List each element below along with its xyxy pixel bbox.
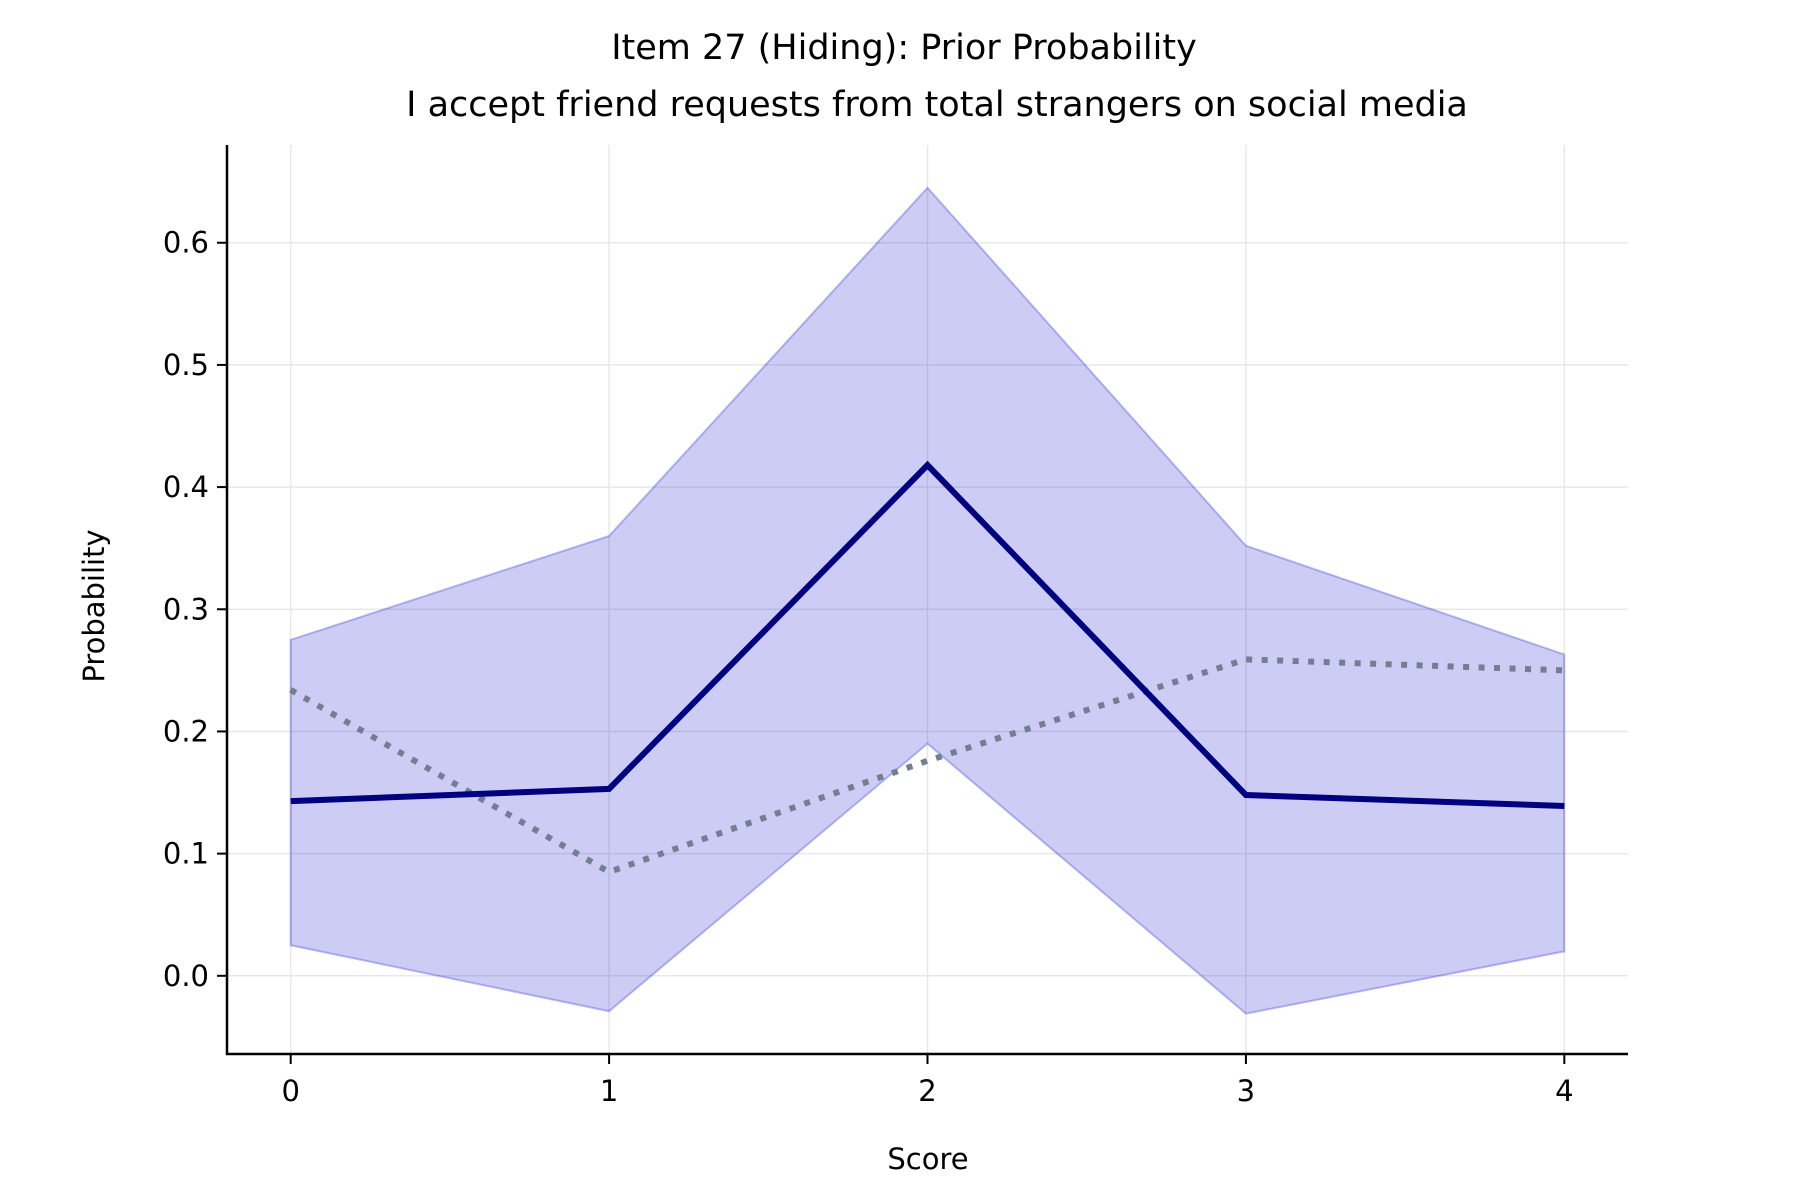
y-tick-label: 0.5 [163, 348, 209, 382]
y-tick-label: 0.4 [163, 470, 209, 504]
x-tick-label: 2 [918, 1074, 936, 1108]
grid [227, 145, 1628, 1054]
series-group [289, 460, 1565, 876]
x-tick-label: 4 [1555, 1074, 1573, 1108]
x-axis-label: Score [887, 1142, 968, 1176]
chart-subtitle: I accept friend requests from total stra… [406, 85, 1468, 125]
y-axis-label: Probability [77, 529, 111, 682]
x-tick-label: 1 [600, 1074, 618, 1108]
x-tick-label: 3 [1237, 1074, 1255, 1108]
solid-series-line [290, 460, 1565, 809]
y-tick-label: 0.6 [163, 226, 209, 260]
y-tick-label: 0.2 [163, 714, 209, 748]
x-tick-label: 0 [281, 1074, 299, 1108]
y-tick-label: 0.0 [163, 959, 209, 993]
x-axis-ticks: 0 1 2 3 4 [281, 1054, 1574, 1108]
y-tick-label: 0.1 [163, 837, 209, 871]
confidence-band-group [289, 186, 1566, 1015]
chart-title: Item 27 (Hiding): Prior Probability [611, 28, 1197, 68]
y-tick-label: 0.3 [163, 592, 209, 626]
confidence-band [289, 186, 1566, 1015]
y-axis-ticks: 0.0 0.1 0.2 0.3 0.4 0.5 0.6 [163, 226, 227, 993]
